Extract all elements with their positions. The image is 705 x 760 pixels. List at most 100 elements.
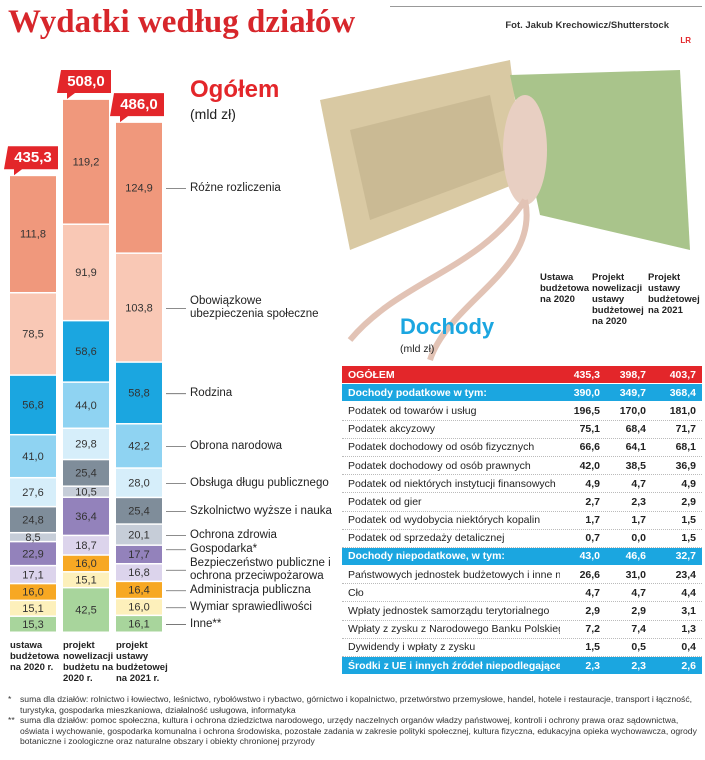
cell-value: 75,1 (579, 423, 600, 436)
table-row: Wpłaty jednostek samorządu terytorialneg… (342, 602, 702, 621)
bar-segment (116, 599, 162, 615)
bar-segment (116, 362, 162, 424)
cell-value: 2,9 (631, 605, 646, 618)
cell-value: 1,5 (681, 514, 696, 527)
segment-label: 17,1 (22, 569, 43, 581)
segment-label: 15,3 (22, 619, 43, 631)
bar-segment (116, 498, 162, 524)
cell-value: 2,9 (681, 495, 696, 508)
segment-label: 27,6 (22, 487, 43, 499)
segment-label: 41,0 (22, 451, 43, 463)
chart-subtitle: (mld zł) (190, 106, 236, 122)
cell-value: 403,7 (669, 368, 696, 381)
legend-label: Szkolnictwo wyższe i nauka (190, 505, 332, 517)
logo: LR (680, 36, 691, 45)
bar-segment (116, 424, 162, 468)
cell-value: 435,3 (573, 368, 600, 381)
cell-value: 1,7 (585, 514, 600, 527)
segment-label: 44,0 (75, 400, 96, 412)
row-label: OGÓŁEM (348, 368, 395, 381)
cell-value: 4,9 (585, 477, 600, 490)
row-label: Podatek od niektórych instytucji finanso… (348, 477, 556, 490)
table-row: Podatek akcyzowy 75,1 68,4 71,7 (342, 421, 702, 439)
cell-value: 4,4 (681, 586, 696, 599)
bar-segment (116, 616, 162, 632)
bar-segment (63, 460, 109, 486)
bar-segment (10, 176, 56, 292)
bar-segment (10, 584, 56, 600)
bar-segment (116, 524, 162, 545)
footnote: * suma dla działów: rolnictwo i łowiectwo… (8, 694, 698, 715)
table-row: Dochody podatkowe w tym: 390,0 349,7 368,4 (342, 384, 702, 403)
photo (320, 60, 690, 361)
cell-value: 23,4 (675, 568, 696, 581)
table-row: Podatek dochodowy od osób fizycznych 66,6… (342, 439, 702, 457)
row-label: Państwowych jednostek budżetowych i inne… (348, 568, 560, 581)
table-row: Państwowych jednostek budżetowych i inne… (342, 566, 702, 585)
bar-segment (116, 122, 162, 253)
segment-label: 20,1 (128, 529, 149, 541)
cell-value: 7,4 (631, 623, 646, 636)
total-label: 486,0 (120, 96, 158, 113)
segment-label: 24,8 (22, 514, 43, 526)
cell-value: 4,7 (631, 477, 646, 490)
segment-label: 58,8 (128, 388, 149, 400)
cell-value: 368,4 (669, 386, 696, 399)
table-row: Podatek od sprzedaży detalicznej 0,7 0,0 1,… (342, 530, 702, 548)
bar-segment (63, 536, 109, 555)
banknote-detail (350, 95, 505, 220)
bar-segment (10, 533, 56, 541)
footnote-text: suma dla działów: rolnictwo i łowiectwo,… (20, 694, 693, 715)
table-row: Wpłaty z zysku z Narodowego Banku Polski… (342, 621, 702, 639)
cell-value: 1,5 (681, 532, 696, 545)
segment-label: 29,8 (75, 439, 96, 451)
bar-segment (63, 224, 109, 320)
table-row: OGÓŁEM 435,3 398,7 403,7 (342, 366, 702, 385)
cell-value: 1,7 (631, 514, 646, 527)
bar-segment (116, 582, 162, 598)
cell-value: 1,3 (681, 623, 696, 636)
segment-label: 16,1 (128, 618, 149, 630)
segment-label: 56,8 (22, 400, 43, 412)
cell-value: 36,9 (675, 459, 696, 472)
bar-segment (10, 435, 56, 477)
total-callout (57, 70, 111, 99)
legend-label: Inne** (190, 618, 222, 631)
cell-value: 64,1 (625, 441, 646, 454)
segment-label: 10,5 (75, 486, 96, 498)
bar-segment (63, 99, 109, 224)
cell-value: 0,0 (631, 532, 646, 545)
table-unit: (mld zł) (400, 343, 435, 355)
footnote-mark: ** (8, 715, 15, 725)
cell-value: 42,0 (579, 459, 600, 472)
legend-label: Gospodarka* (190, 543, 258, 556)
cell-value: 2,3 (585, 659, 600, 672)
chart: 15,3 15,1 16,0 17,1 22,9 8,5 24,8 27,6 41,0 56,8 7… (4, 70, 186, 632)
page-title: Wydatki według działów (8, 4, 356, 40)
cell-value: 4,9 (681, 477, 696, 490)
cell-value: 398,7 (619, 368, 646, 381)
segment-label: 8,5 (25, 532, 40, 544)
segment-label: 25,4 (128, 505, 149, 517)
cell-value: 2,3 (631, 495, 646, 508)
cell-value: 2,7 (585, 495, 600, 508)
bar-segment (116, 253, 162, 362)
segment-label: 18,7 (75, 540, 96, 552)
bar-segment (10, 507, 56, 532)
bar-segment (116, 468, 162, 497)
segment-label: 42,5 (75, 605, 96, 617)
legend-label: Różne rozliczenia (190, 181, 281, 194)
bar-segment (63, 497, 109, 535)
row-label: Podatek dochodowy od osób fizycznych (348, 441, 535, 454)
table-row: Podatek dochodowy od osób prawnych 42,0 38… (342, 457, 702, 476)
row-label: Wpłaty z zysku z Narodowego Banku Polski… (348, 623, 560, 636)
bar-segment (63, 588, 109, 632)
table-row: Podatek od wydobycia niektórych kopalin 1… (342, 512, 702, 530)
cell-value: 71,7 (675, 423, 696, 436)
bar-segment (116, 564, 162, 581)
bar-segment (116, 545, 162, 563)
bar-segment (10, 375, 56, 434)
cell-value: 2,6 (681, 659, 696, 672)
row-label: Cło (348, 586, 364, 599)
category-label: projekt nowelizacji budżetu na 2020 r. (63, 640, 114, 684)
